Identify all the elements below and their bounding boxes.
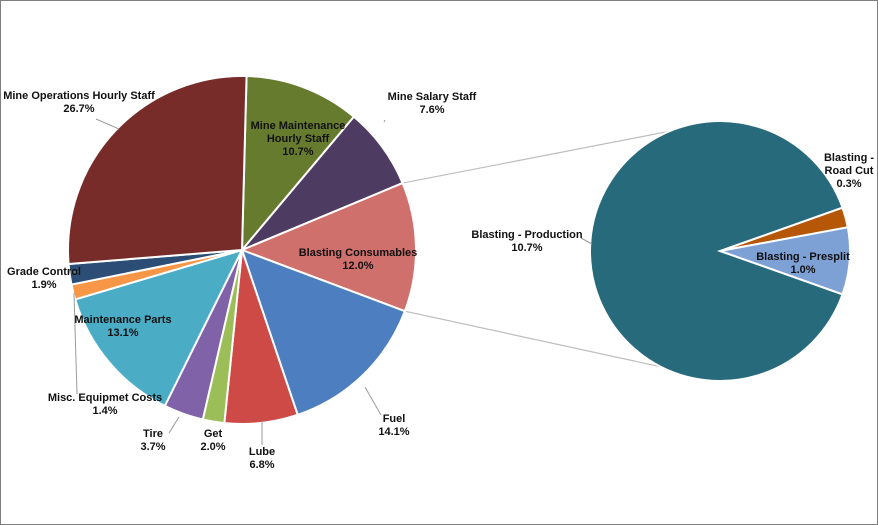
- label-text: Blasting - Production: [471, 229, 583, 241]
- label-get: Get 2.0%: [200, 428, 225, 453]
- label-text: Blasting -: [824, 152, 874, 164]
- value-label: 1.4%: [92, 405, 117, 417]
- value-label: 7.6%: [419, 104, 444, 116]
- leader-line: [73, 292, 78, 395]
- leader-line: [364, 386, 382, 416]
- slice-maintenance-parts: [73, 248, 244, 408]
- label-maintenance-parts: Maintenance Parts 13.1%: [74, 314, 171, 339]
- label-blasting-presplit: Blasting - Presplit 1.0%: [756, 251, 850, 276]
- label-blasting-consumables: Blasting Consumables 12.0%: [299, 247, 418, 272]
- value-label: 26.7%: [63, 103, 94, 115]
- leader-line: [168, 416, 180, 434]
- label-text: Hourly Staff: [267, 133, 330, 145]
- label-text: Maintenance Parts: [74, 314, 171, 326]
- label-blasting-production: Blasting - Production 10.7%: [471, 229, 583, 254]
- leader-line: [580, 237, 593, 245]
- value-label: 1.0%: [790, 264, 815, 276]
- leader-line: [95, 118, 120, 130]
- label-text: Lube: [249, 446, 275, 458]
- label-text: Get: [204, 428, 223, 440]
- value-label: 10.7%: [282, 146, 313, 158]
- label-mine-operations-hourly-staff: Mine Operations Hourly Staff 26.7%: [3, 90, 155, 115]
- value-label: 10.7%: [511, 242, 542, 254]
- value-label: 3.7%: [140, 441, 165, 453]
- label-mine-maintenance-hourly-staff: Mine Maintenance Hourly Staff 10.7%: [251, 120, 346, 158]
- value-label: 14.1%: [378, 426, 409, 438]
- label-text: Mine Salary Staff: [388, 91, 477, 103]
- label-text: Blasting - Presplit: [756, 251, 850, 263]
- label-text: Blasting Consumables: [299, 247, 418, 259]
- label-lube: Lube 6.8%: [249, 446, 275, 471]
- value-label: 6.8%: [249, 459, 274, 471]
- leader-line: [383, 119, 386, 123]
- label-grade-control: Grade Control 1.9%: [7, 266, 81, 291]
- label-mine-salary-staff: Mine Salary Staff 7.6%: [388, 91, 477, 116]
- label-text: Mine Operations Hourly Staff: [3, 90, 155, 102]
- value-label: 12.0%: [342, 260, 373, 272]
- value-label: 2.0%: [200, 441, 225, 453]
- label-text: Fuel: [383, 413, 406, 425]
- label-text: Mine Maintenance: [251, 120, 346, 132]
- label-text: Road Cut: [825, 165, 874, 177]
- value-label: 0.3%: [836, 178, 861, 190]
- label-tire: Tire 3.7%: [140, 428, 165, 453]
- breakout-connector-top: [402, 130, 670, 184]
- slice-mine-operations-hourly-staff: [67, 75, 248, 266]
- slice-fuel: [240, 248, 407, 417]
- slice-blasting-production: [589, 120, 844, 382]
- label-blasting-road-cut: Blasting -Road Cut 0.3%: [824, 152, 874, 190]
- label-text: Misc. Equipmet Costs: [48, 392, 162, 404]
- label-text: Grade Control: [7, 266, 81, 278]
- value-label: 1.9%: [31, 279, 56, 291]
- slice-mine-maintenance-hourly-staff: [240, 75, 356, 253]
- value-label: 13.1%: [107, 327, 138, 339]
- slice-blasting-consumables: [239, 181, 417, 313]
- label-fuel: Fuel 14.1%: [378, 413, 409, 438]
- label-misc-equipmet-costs: Misc. Equipmet Costs 1.4%: [48, 392, 162, 417]
- breakout-connector-bottom: [404, 310, 662, 368]
- label-text: Tire: [143, 428, 163, 440]
